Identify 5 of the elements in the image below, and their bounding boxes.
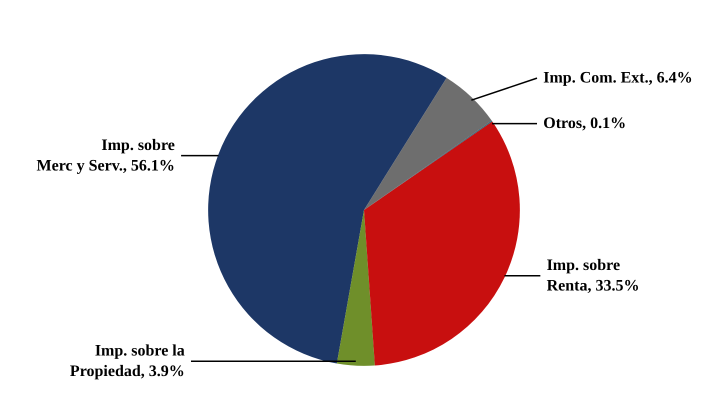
slice-label: Imp. sobre la Propiedad, 3.9% (70, 342, 185, 380)
slice-label: Imp. Com. Ext., 6.4% (543, 70, 693, 87)
slice-label: Otros, 0.1% (543, 115, 626, 132)
slice-label: Imp. sobre Renta, 33.5% (546, 256, 640, 294)
slice-label: Imp. sobre Merc y Serv., 56.1% (36, 136, 175, 174)
